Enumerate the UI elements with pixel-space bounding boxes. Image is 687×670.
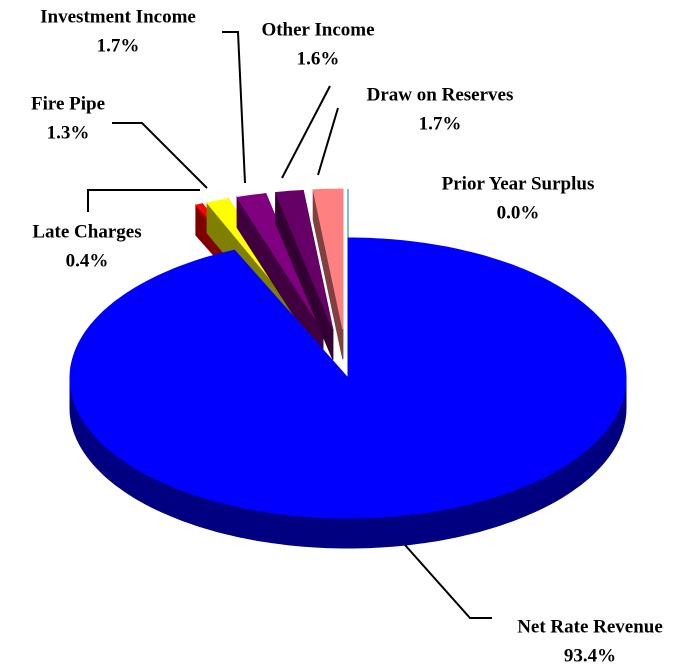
slice	[236, 193, 324, 331]
slice-value-label: 0.4%	[66, 250, 109, 271]
labels: Net Rate Revenue 93.4% Late Charges 0.4% Fir…	[31, 6, 663, 666]
leader-line	[281, 85, 331, 179]
slice-label: Fire Pipe	[31, 93, 105, 114]
leader-line	[222, 31, 246, 184]
leader-line	[87, 189, 200, 212]
slice-label: Net Rate Revenue	[517, 616, 663, 637]
slice	[69, 237, 627, 519]
slice-label: Investment Income	[40, 6, 196, 27]
slice-label: Late Charges	[32, 221, 141, 242]
slice-value-label: 93.4%	[564, 645, 616, 666]
slice	[312, 188, 344, 330]
leader-line	[112, 122, 208, 189]
slice	[274, 189, 334, 330]
pie	[69, 188, 627, 549]
slice-label: Draw on Reserves	[367, 84, 514, 105]
slice-value-label: 0.0%	[497, 202, 540, 223]
slice-value-label: 1.7%	[97, 35, 140, 56]
slice-value-label: 1.3%	[47, 122, 90, 143]
leader-line	[404, 544, 492, 619]
slice-label: Other Income	[261, 19, 374, 40]
leader-line	[317, 107, 339, 176]
slice-value-label: 1.7%	[419, 113, 462, 134]
slice-value-label: 1.6%	[297, 48, 340, 69]
slice-label: Prior Year Surplus	[442, 173, 595, 194]
leaders	[87, 31, 492, 619]
